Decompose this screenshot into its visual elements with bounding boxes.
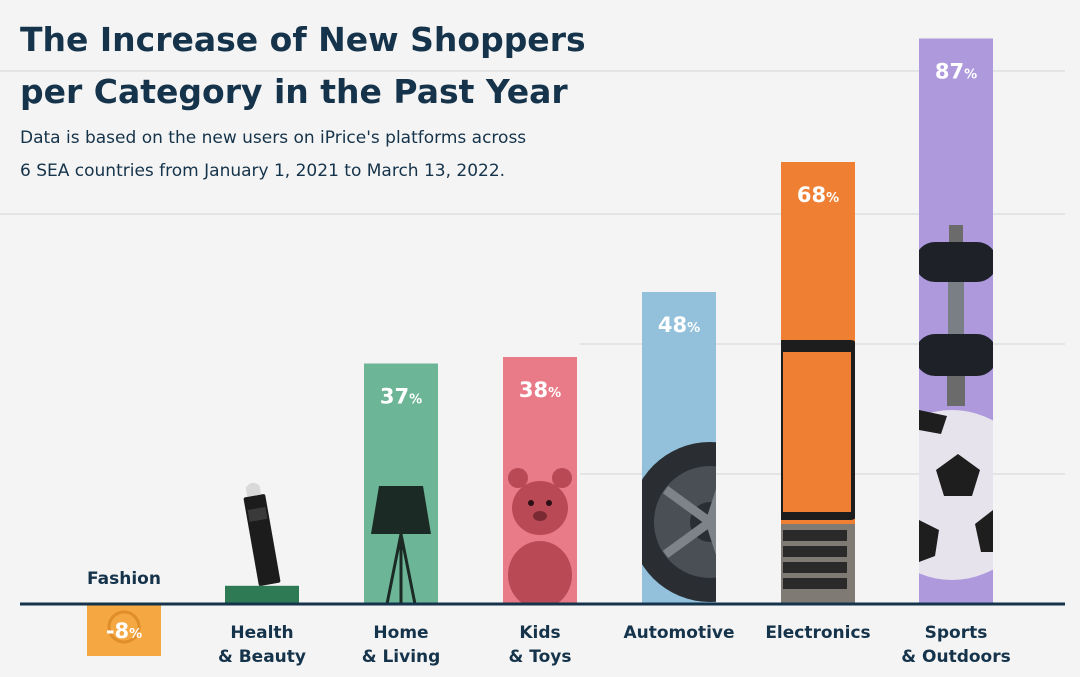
chart-title-line-2: per Category in the Past Year	[20, 72, 568, 111]
data-label-unit: %	[964, 68, 977, 83]
bar-group: 68%Electronics	[765, 162, 871, 643]
category-label-line: Health	[230, 623, 293, 643]
bear-eye	[546, 500, 552, 506]
dumbbell-handle	[948, 282, 964, 334]
tire-spoke	[705, 488, 716, 524]
category-label: Automotive	[623, 623, 734, 643]
football-patch	[936, 454, 980, 496]
category-label-line: Automotive	[623, 623, 734, 643]
category-label: Kids & Toys	[509, 623, 572, 667]
category-label-line: Sports	[925, 623, 988, 643]
bar-group: 87%Sports & Outdoors	[901, 38, 1011, 667]
category-label: Fashion	[87, 569, 161, 589]
category-label-line: & Toys	[509, 647, 572, 667]
dumbbell-and-football-icon	[919, 225, 993, 580]
bar-group: 37%Home & Living	[362, 363, 441, 667]
category-label-line: & Outdoors	[901, 647, 1010, 667]
tire-spoke	[662, 486, 713, 526]
stopwatch-icon	[107, 610, 141, 644]
category-label-line: Electronics	[765, 623, 870, 643]
football-patch	[919, 410, 947, 434]
dumbbell-end	[947, 376, 965, 406]
category-label-line: & Living	[362, 647, 441, 667]
category-label-line: Home	[373, 623, 428, 643]
bar-group: -8% Fashion	[87, 569, 161, 656]
laptop-keys	[783, 530, 847, 541]
football-patch	[919, 520, 939, 562]
bear-ear	[552, 468, 572, 488]
data-label: -8%	[106, 619, 142, 643]
data-label-unit: %	[687, 321, 700, 336]
bar-group: 38%Kids & Toys	[503, 357, 577, 667]
laptop-screen	[783, 352, 851, 512]
tire-spoke	[705, 520, 716, 556]
data-label-unit: %	[409, 393, 422, 408]
lipstick-icon	[243, 482, 281, 586]
floor-lamp-icon	[371, 486, 431, 534]
dumbbell-end	[949, 225, 963, 245]
lipstick-band	[247, 506, 268, 522]
bar-group: 48%Automotive	[623, 292, 735, 643]
tire-spoke	[662, 518, 713, 558]
lamp-leg	[385, 533, 403, 604]
teddy-bear-icon	[508, 468, 528, 488]
bear-head	[512, 481, 568, 535]
category-label: Electronics	[765, 623, 870, 643]
football-patch	[975, 510, 993, 552]
category-label: Home & Living	[362, 623, 441, 667]
chart-subtitle-line-2: 6 SEA countries from January 1, 2021 to …	[20, 161, 506, 181]
chart-title: The Increase of New Shoppers per Categor…	[20, 14, 620, 118]
laptop-keys	[783, 546, 847, 557]
chart-title-line-1: The Increase of New Shoppers	[20, 20, 586, 59]
laptop-keys	[783, 578, 847, 589]
bear-nose	[533, 511, 547, 521]
chart-subtitle: Data is based on the new users on iPrice…	[20, 122, 580, 188]
category-label: Health & Beauty	[218, 623, 306, 667]
bear-eye	[528, 500, 534, 506]
category-label-line: & Beauty	[218, 647, 306, 667]
category-label-line: Kids	[519, 623, 560, 643]
bar-group: Health & Beauty	[218, 482, 306, 667]
bar	[225, 585, 299, 604]
chart-subtitle-line-1: Data is based on the new users on iPrice…	[20, 128, 527, 148]
data-label-unit: %	[129, 627, 142, 642]
dumbbell-plate	[919, 334, 993, 376]
dumbbell-plate	[919, 242, 993, 282]
data-label-unit: %	[826, 191, 839, 206]
lipstick-tip	[245, 482, 262, 497]
category-label-line: Fashion	[87, 569, 161, 589]
bear-body	[508, 541, 572, 604]
lamp-leg	[399, 533, 417, 604]
laptop-keys	[783, 562, 847, 573]
data-label-unit: %	[548, 386, 561, 401]
category-label: Sports & Outdoors	[901, 623, 1010, 667]
